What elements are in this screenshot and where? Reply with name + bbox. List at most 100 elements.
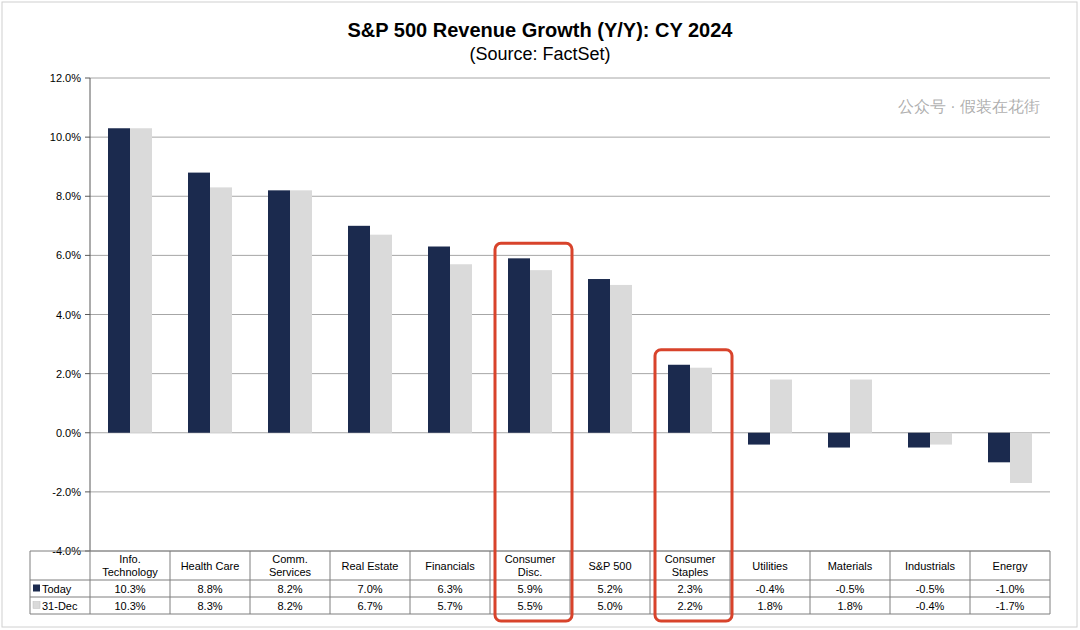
grid-line <box>90 78 1050 79</box>
table-line <box>890 551 891 614</box>
value-label: 10.3% <box>114 583 145 595</box>
bar <box>988 433 1010 463</box>
bar <box>108 128 130 432</box>
grid-line <box>90 432 1050 433</box>
grid-line <box>90 196 1050 197</box>
bar <box>770 380 792 433</box>
tick-mark <box>85 491 90 492</box>
table-line <box>1050 551 1051 614</box>
table-line <box>730 551 731 614</box>
category-label: ConsumerDisc. <box>505 553 556 578</box>
bar <box>1010 433 1032 483</box>
bar <box>508 258 530 432</box>
subtitle: (Source: FactSet) <box>469 44 610 64</box>
table-line <box>650 551 651 614</box>
bar <box>210 187 232 432</box>
grid-line <box>90 255 1050 256</box>
value-label: 5.5% <box>517 600 542 612</box>
bar <box>828 433 850 448</box>
category-label: Energy <box>993 560 1028 572</box>
value-label: 2.3% <box>677 583 702 595</box>
value-label: 5.0% <box>597 600 622 612</box>
value-label: 1.8% <box>837 600 862 612</box>
value-label: -0.5% <box>836 583 865 595</box>
value-label: 8.8% <box>197 583 222 595</box>
category-label: Info.Technology <box>102 553 158 578</box>
bar <box>748 433 770 445</box>
category-label: Health Care <box>181 560 240 572</box>
category-label: Real Estate <box>342 560 399 572</box>
bar <box>348 226 370 433</box>
value-label: 8.2% <box>277 600 302 612</box>
bars <box>108 128 1032 483</box>
chart: S&P 500 Revenue Growth (Y/Y): CY 2024 (So… <box>0 0 1080 630</box>
bar <box>690 368 712 433</box>
bar <box>188 173 210 433</box>
legend-swatch <box>33 585 40 592</box>
value-label: 7.0% <box>357 583 382 595</box>
table-line <box>30 551 1050 552</box>
bar <box>530 270 552 433</box>
bar <box>850 380 872 433</box>
category-label: Comm.Services <box>269 553 312 578</box>
value-label: 6.7% <box>357 600 382 612</box>
table-line <box>810 551 811 614</box>
bar <box>668 365 690 433</box>
category-label: Materials <box>828 560 873 572</box>
grid-line <box>90 314 1050 315</box>
tick-label: 2.0% <box>56 368 81 380</box>
value-label: 5.9% <box>517 583 542 595</box>
category-label: Industrials <box>905 560 956 572</box>
category-label-line: Comm. <box>272 553 307 565</box>
legend-swatch <box>33 602 40 609</box>
tick-label: 0.0% <box>56 427 81 439</box>
grid-line <box>90 491 1050 492</box>
bar <box>610 285 632 433</box>
bar <box>450 264 472 433</box>
highlight-box <box>495 243 572 621</box>
title: S&P 500 Revenue Growth (Y/Y): CY 2024 <box>348 19 734 41</box>
bar <box>268 190 290 432</box>
value-label: -1.7% <box>996 600 1025 612</box>
table-line <box>30 551 31 614</box>
table-line <box>330 551 331 614</box>
legend-label: Today <box>42 583 72 595</box>
value-label: -0.4% <box>756 583 785 595</box>
tick-mark <box>85 255 90 256</box>
tick-label: 10.0% <box>50 131 81 143</box>
value-label: 10.3% <box>114 600 145 612</box>
y-axis <box>90 78 91 551</box>
category-label-line: Consumer <box>505 553 556 565</box>
value-label: 2.2% <box>677 600 702 612</box>
category-label: ConsumerStaples <box>665 553 716 578</box>
value-label: 5.2% <box>597 583 622 595</box>
bar <box>370 235 392 433</box>
category-label: Utilities <box>752 560 788 572</box>
value-label: 6.3% <box>437 583 462 595</box>
table-line <box>490 551 491 614</box>
table-line <box>30 597 1050 598</box>
value-label: -1.0% <box>996 583 1025 595</box>
tick-label: -2.0% <box>52 486 81 498</box>
grid-line <box>90 137 1050 138</box>
bar <box>908 433 930 448</box>
table-line <box>30 614 1050 615</box>
value-label: -0.5% <box>916 583 945 595</box>
category-label-line: Staples <box>672 566 709 578</box>
tick-label: 8.0% <box>56 190 81 202</box>
bar <box>930 433 952 445</box>
grid-line <box>90 373 1050 374</box>
tick-mark <box>85 373 90 374</box>
category-label-line: Info. <box>119 553 140 565</box>
category-label-line: Consumer <box>665 553 716 565</box>
value-label: 5.7% <box>437 600 462 612</box>
bar <box>588 279 610 433</box>
bar <box>130 128 152 432</box>
tick-label: 4.0% <box>56 309 81 321</box>
tick-mark <box>85 137 90 138</box>
tick-mark <box>85 432 90 433</box>
table-line <box>170 551 171 614</box>
highlight-box <box>655 350 732 621</box>
category-label-line: Technology <box>102 566 158 578</box>
tick-label: 6.0% <box>56 249 81 261</box>
